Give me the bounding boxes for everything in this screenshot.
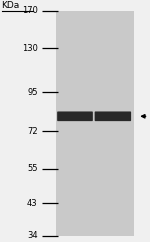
Text: 72: 72 [27,127,38,136]
FancyBboxPatch shape [95,112,131,121]
FancyBboxPatch shape [57,112,93,121]
Text: 55: 55 [27,164,38,173]
Text: 43: 43 [27,199,38,208]
Text: 95: 95 [27,88,38,97]
Text: KDa: KDa [2,1,20,10]
Text: 130: 130 [22,44,38,53]
Bar [56,11,134,236]
Text: 170: 170 [22,6,38,15]
Text: 34: 34 [27,231,38,241]
